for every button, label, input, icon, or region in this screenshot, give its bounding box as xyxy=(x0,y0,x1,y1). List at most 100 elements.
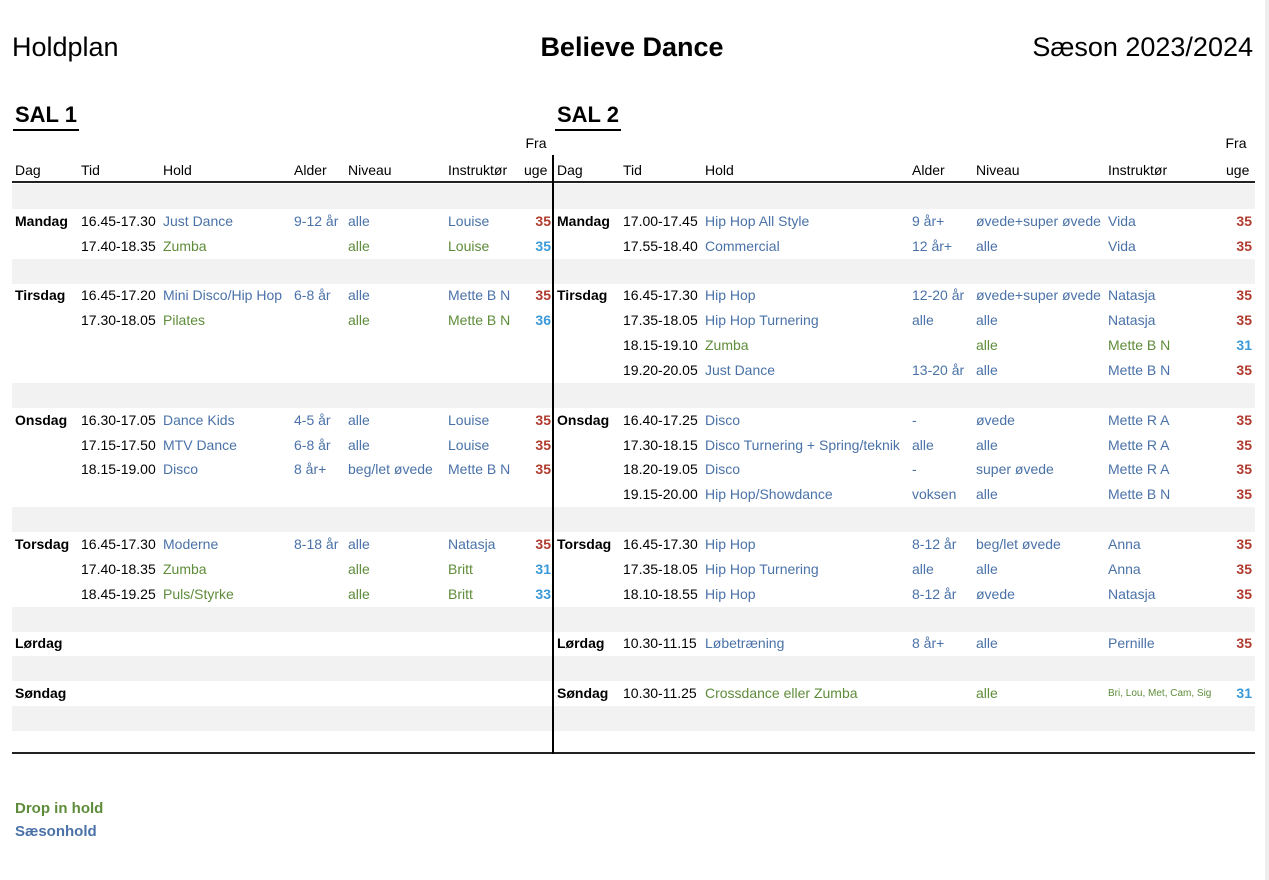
class-name-cell: Disco xyxy=(705,411,741,428)
class-name-cell: Crossdance eller Zumba xyxy=(705,685,858,701)
start-week-cell: 35 xyxy=(1236,486,1252,503)
sal2-table-row: 17.35-18.05 Hip Hop Turnering alle alle Anna… xyxy=(0,557,1252,582)
sal1-col-niveau: Niveau xyxy=(348,162,392,178)
level-cell: beg/let øvede xyxy=(976,535,1061,552)
instructor-cell: Natasja xyxy=(1108,287,1156,304)
sal2-col-hold: Hold xyxy=(705,162,734,178)
level-cell: alle xyxy=(348,312,370,329)
instructor-cell: Natasja xyxy=(448,535,496,552)
sal1-col-tid: Tid xyxy=(81,162,100,178)
separator-band xyxy=(12,705,1255,731)
level-cell: alle xyxy=(348,585,370,602)
class-name-cell: Mini Disco/Hip Hop xyxy=(163,287,283,304)
level-cell: beg/let øvede xyxy=(348,461,433,478)
separator-band xyxy=(12,656,1255,682)
sal2-col-niveau: Niveau xyxy=(976,162,1020,178)
sal1-title: SAL 1 xyxy=(13,102,79,131)
class-name-cell: Løbetræning xyxy=(705,635,785,652)
sal2-table-row: 10.30-11.15 Løbetræning 8 år+ alle Pernille 3… xyxy=(0,631,1252,656)
time-cell: 16.45-17.20 xyxy=(81,287,156,304)
sal2-table-row: 10.30-11.25 Crossdance eller Zumba alle Bri… xyxy=(0,681,1252,706)
time-cell: 16.45-17.30 xyxy=(623,287,698,304)
start-week-cell: 35 xyxy=(1236,362,1252,378)
level-cell: alle xyxy=(348,287,370,304)
sal2-table-row: 16.40-17.25 Disco - øvede Mette R A 35 xyxy=(0,408,1252,433)
time-cell: 17.30-18.05 xyxy=(81,312,156,329)
class-name-cell: Moderne xyxy=(163,535,219,552)
separator-band xyxy=(12,258,1255,284)
start-week-cell: 36 xyxy=(535,312,551,329)
start-week-cell: 35 xyxy=(535,212,551,229)
sal1-col-fra: Fra xyxy=(525,135,547,151)
page-title: Believe Dance xyxy=(540,32,724,62)
class-name-cell: Just Dance xyxy=(705,362,776,378)
start-week-cell: 33 xyxy=(535,585,551,602)
sal2-day-label: Lørdag xyxy=(557,635,605,652)
time-cell: 16.40-17.25 xyxy=(623,411,698,428)
sal2-table-row: 17.00-17.45 Hip Hop All Style 9 år+ øvede+s… xyxy=(0,209,1252,234)
start-week-cell: 31 xyxy=(535,560,551,577)
level-cell: alle xyxy=(348,560,370,577)
class-name-cell: Just Dance xyxy=(163,212,234,229)
class-name-cell: Commercial xyxy=(705,237,780,254)
class-name-cell: Zumba xyxy=(163,237,207,254)
instructor-cell: Mette B N xyxy=(448,287,511,304)
sal2-table-row: 16.45-17.30 Hip Hop 8-12 år beg/let øvede An… xyxy=(0,532,1252,557)
start-week-cell: 31 xyxy=(1236,685,1252,701)
start-week-cell: 35 xyxy=(535,237,551,254)
sal1-day-label: Mandag xyxy=(15,212,68,229)
level-cell: øvede+super øvede xyxy=(976,212,1101,229)
class-name-cell: Hip Hop Turnering xyxy=(705,312,819,329)
time-cell: 18.10-18.55 xyxy=(623,585,698,602)
sal1-table-row: 17.40-18.35 Zumba alle Britt 31 xyxy=(0,557,551,582)
sal1-col-hold: Hold xyxy=(163,162,192,178)
age-cell: 9 år+ xyxy=(912,212,945,229)
instructor-cell: Bri, Lou, Met, Cam, Sig xyxy=(1108,688,1212,699)
start-week-cell: 35 xyxy=(535,461,551,478)
sal2-table-row: 18.20-19.05 Disco - super øvede Mette R A 35 xyxy=(0,457,1252,482)
sal2-table-row: 18.10-18.55 Hip Hop 8-12 år øvede Natasja 35 xyxy=(0,582,1252,607)
instructor-cell: Anna xyxy=(1108,535,1141,552)
level-cell: alle xyxy=(976,635,998,652)
level-cell: alle xyxy=(348,212,370,229)
time-cell: 17.35-18.05 xyxy=(623,560,698,577)
class-name-cell: MTV Dance xyxy=(163,436,237,453)
sal1-table-row: 16.45-17.30 Just Dance 9-12 år alle Louise 35 xyxy=(0,209,551,234)
age-cell: alle xyxy=(912,560,934,577)
separator-band xyxy=(12,606,1255,632)
start-week-cell: 35 xyxy=(1236,585,1252,602)
level-cell: alle xyxy=(976,337,998,354)
bottom-rule xyxy=(12,752,1255,754)
level-cell: øvede+super øvede xyxy=(976,287,1101,304)
time-cell: 10.30-11.25 xyxy=(623,685,697,701)
class-name-cell: Hip Hop xyxy=(705,287,756,304)
sal2-col-uge: uge xyxy=(1226,162,1250,178)
start-week-cell: 35 xyxy=(1236,560,1252,577)
header-rule xyxy=(12,181,1255,183)
sal2-title: SAL 2 xyxy=(555,102,621,131)
class-name-cell: Puls/Styrke xyxy=(163,585,234,602)
instructor-cell: Vida xyxy=(1108,237,1136,254)
age-cell: 6-8 år xyxy=(294,287,331,304)
class-name-cell: Disco xyxy=(163,461,199,478)
sal1-day-label: Torsdag xyxy=(15,535,70,552)
sal2-table-row: 19.20-20.05 Just Dance 13-20 år alle Mette B… xyxy=(0,358,1252,383)
instructor-cell: Mette B N xyxy=(448,312,511,329)
level-cell: alle xyxy=(348,535,370,552)
sal1-col-uge: uge xyxy=(524,162,548,178)
class-name-cell: Zumba xyxy=(163,560,207,577)
class-name-cell: Pilates xyxy=(163,312,206,329)
age-cell: - xyxy=(912,461,917,478)
time-cell: 19.15-20.00 xyxy=(623,486,698,503)
age-cell: 8-12 år xyxy=(912,585,957,602)
start-week-cell: 35 xyxy=(1236,237,1252,254)
level-cell: alle xyxy=(976,312,998,329)
separator-band xyxy=(12,184,1255,209)
sal1-col-instruktor: Instruktør xyxy=(448,162,508,178)
sal1-col-alder: Alder xyxy=(294,162,327,178)
legend-drop-in: Drop in hold xyxy=(15,800,104,817)
time-cell: 17.15-17.50 xyxy=(81,436,156,453)
season-label: Sæson 2023/2024 xyxy=(1032,32,1253,62)
start-week-cell: 35 xyxy=(535,411,551,428)
level-cell: alle xyxy=(976,560,998,577)
